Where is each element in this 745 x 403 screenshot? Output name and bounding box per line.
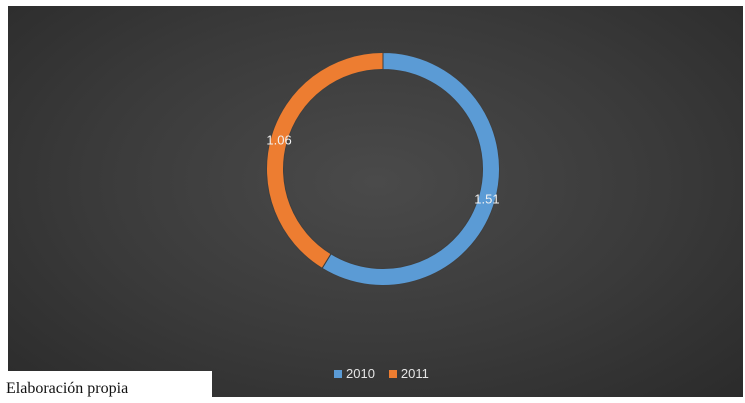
legend-label-2010: 2010 <box>346 366 375 381</box>
source-note: Elaboración propia <box>0 371 212 403</box>
legend-swatch-2011 <box>388 369 397 378</box>
legend-item-2010: 2010 <box>334 366 375 381</box>
donut-slice-2010 <box>321 51 500 286</box>
chart-legend: 2010 2011 <box>334 366 429 381</box>
legend-swatch-2010 <box>334 369 342 378</box>
data-label-2011: 1.06 <box>266 133 291 148</box>
doughnut-chart: 1.51 1.06 <box>266 51 500 286</box>
donut-slice-2011 <box>266 51 384 270</box>
legend-item-2011: 2011 <box>388 366 429 381</box>
legend-label-2011: 2011 <box>400 366 429 381</box>
chart-panel: 1.51 1.06 2010 2011 <box>8 6 743 397</box>
data-label-2010: 1.51 <box>474 191 499 206</box>
